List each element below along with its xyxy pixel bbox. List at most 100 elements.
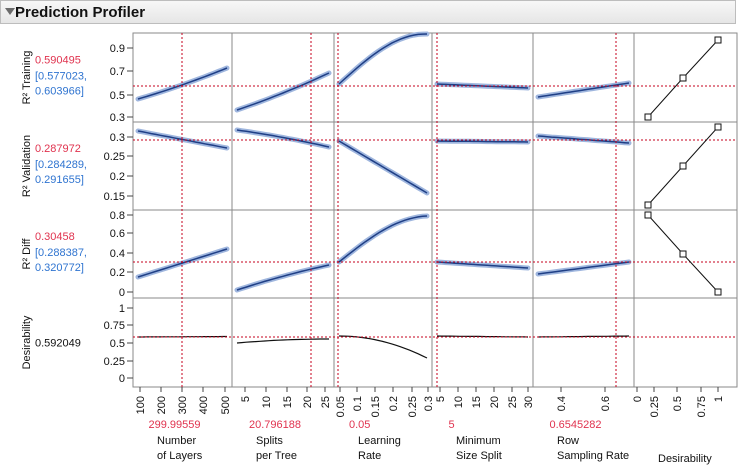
- confidence-band: [336, 31, 430, 87]
- prediction-trace: [236, 72, 330, 111]
- y-tick-label: 0.25: [104, 151, 125, 163]
- profiler-title-bar[interactable]: Prediction Profiler: [0, 0, 736, 24]
- prediction-trace: [537, 261, 630, 275]
- factor-label-3-1: Size Split: [456, 450, 502, 462]
- factor-current-value-0[interactable]: 299.99559: [149, 419, 201, 431]
- prediction-trace: [236, 338, 329, 344]
- desirability-handle[interactable]: [714, 123, 722, 131]
- x-tick-label: 0.15: [370, 396, 382, 417]
- factor-label-5-0: Desirability: [658, 453, 712, 465]
- confidence-band: [336, 213, 430, 265]
- response-current-value-1: 0.287972: [35, 143, 81, 155]
- y-tick-label: 0.9: [110, 43, 125, 55]
- prediction-trace: [338, 140, 428, 194]
- disclosure-triangle-icon[interactable]: [5, 8, 15, 15]
- response-name-3: Desirability: [21, 315, 33, 369]
- x-tick-label: 30: [523, 396, 535, 408]
- response-interval-1-1: 0.291655]: [35, 174, 84, 186]
- factor-current-value-4[interactable]: 0.6545282: [550, 419, 602, 431]
- desirability-handle[interactable]: [679, 250, 687, 258]
- y-tick-label: 0.4: [110, 248, 125, 260]
- factor-label-3-0: Minimum: [456, 435, 501, 447]
- x-tick-label: 20: [302, 396, 314, 408]
- desirability-handle[interactable]: [644, 201, 652, 209]
- x-tick-label: 500: [220, 396, 232, 414]
- x-tick-label: 400: [198, 396, 210, 414]
- desirability-handle[interactable]: [679, 162, 687, 170]
- prediction-trace: [537, 135, 630, 144]
- response-interval-2-1: 0.320772]: [35, 262, 84, 274]
- x-tick-label: 0.75: [696, 396, 708, 417]
- prediction-trace: [338, 335, 428, 359]
- desirability-handle[interactable]: [644, 211, 652, 219]
- desirability-handle[interactable]: [644, 113, 652, 121]
- x-tick-label: 0.1: [352, 396, 364, 411]
- x-tick-label: 5: [435, 396, 447, 402]
- y-tick-label: 0.5: [110, 90, 125, 102]
- y-tick-label: 0.7: [110, 66, 125, 78]
- x-tick-label: 1: [713, 396, 725, 402]
- response-interval-0-0: [0.577023,: [35, 71, 87, 83]
- prediction-trace: [338, 33, 428, 85]
- prediction-trace: [236, 264, 330, 291]
- response-interval-0-1: 0.603966]: [35, 86, 84, 98]
- y-tick-label: 0.75: [104, 320, 125, 332]
- prediction-trace: [537, 335, 630, 338]
- x-tick-label: 0.2: [388, 396, 400, 411]
- y-tick-label: 0.3: [110, 112, 125, 124]
- factor-label-4-0: Row: [557, 435, 579, 447]
- factor-label-1-0: Splits: [256, 435, 283, 447]
- y-tick-label: 0.25: [104, 356, 125, 368]
- x-tick-label: 0.25: [407, 396, 419, 417]
- x-tick-label: 0.5: [672, 396, 684, 411]
- factor-current-value-3[interactable]: 5: [449, 419, 455, 431]
- prediction-trace: [236, 129, 330, 148]
- x-tick-label: 20: [489, 396, 501, 408]
- y-tick-label: 0: [119, 373, 125, 385]
- desirability-handle[interactable]: [714, 36, 722, 44]
- response-interval-1-0: [0.284289,: [35, 159, 87, 171]
- response-current-value-3: 0.592049: [35, 338, 81, 350]
- x-tick-label: 10: [453, 396, 465, 408]
- x-tick-label: 0: [632, 396, 644, 402]
- desirability-handle[interactable]: [679, 74, 687, 82]
- x-tick-label: 0.25: [649, 396, 661, 417]
- y-tick-label: 1: [119, 303, 125, 315]
- x-tick-label: 0.4: [556, 396, 568, 411]
- y-tick-label: 0.15: [104, 191, 125, 203]
- x-tick-label: 15: [471, 396, 483, 408]
- response-name-0: R² Training: [21, 51, 33, 105]
- x-tick-label: 0.6: [600, 396, 612, 411]
- x-tick-label: 25: [507, 396, 519, 408]
- response-current-value-0: 0.590495: [35, 55, 81, 67]
- prediction-trace: [537, 82, 630, 98]
- response-name-1: R² Validation: [21, 135, 33, 197]
- prediction-trace: [137, 67, 228, 100]
- desirability-handle[interactable]: [714, 288, 722, 296]
- response-interval-2-0: [0.288387,: [35, 247, 87, 259]
- y-tick-label: 0.5: [110, 338, 125, 350]
- x-tick-label: 5: [240, 396, 252, 402]
- x-tick-label: 15: [282, 396, 294, 408]
- factor-label-2-0: Learning: [358, 435, 401, 447]
- factor-current-value-1[interactable]: 20.796188: [249, 419, 301, 431]
- y-tick-label: 0.2: [110, 171, 125, 183]
- x-tick-label: 300: [177, 396, 189, 414]
- x-tick-label: 200: [156, 396, 168, 414]
- x-tick-label: 25: [320, 396, 332, 408]
- y-tick-label: 0.2: [110, 267, 125, 279]
- factor-label-1-1: per Tree: [256, 450, 297, 462]
- x-tick-label: 0.05: [335, 396, 347, 417]
- factor-label-4-1: Sampling Rate: [557, 450, 629, 462]
- y-tick-label: 0: [119, 287, 125, 299]
- factor-label-0-1: of Layers: [157, 450, 203, 462]
- prediction-trace: [436, 261, 529, 269]
- response-current-value-2: 0.30458: [35, 231, 75, 243]
- x-tick-label: 0.3: [423, 396, 435, 411]
- y-tick-label: 0.8: [110, 210, 125, 222]
- y-tick-label: 0.3: [110, 132, 125, 144]
- prediction-trace: [436, 140, 529, 143]
- factor-current-value-2[interactable]: 0.05: [349, 419, 370, 431]
